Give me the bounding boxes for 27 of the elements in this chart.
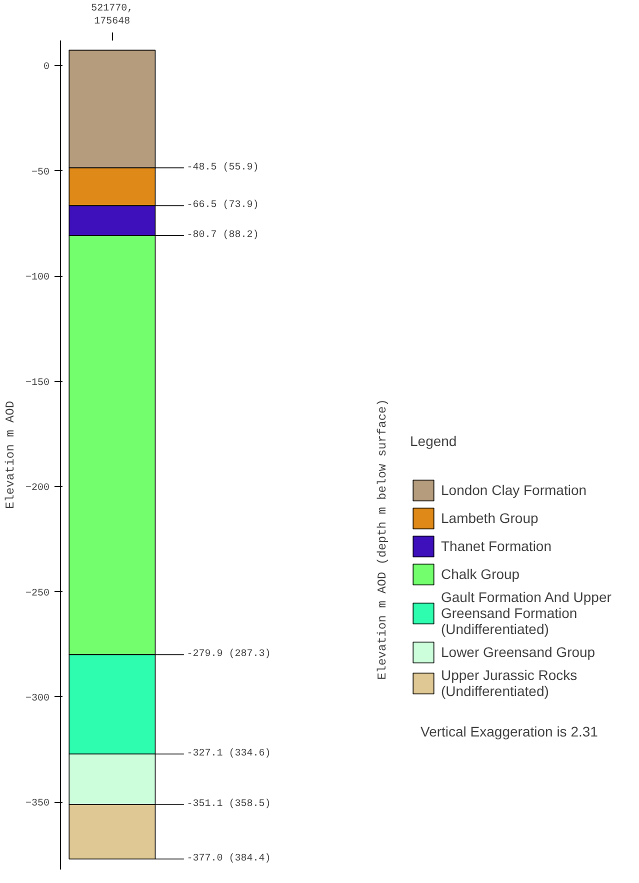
y-axis-title: Elevation m AOD: [3, 400, 18, 510]
y-tick-label: −100: [25, 272, 50, 284]
ref-line-label: -351.1 (358.5): [186, 798, 271, 810]
ref-line-label: -80.7 (88.2): [186, 229, 259, 242]
legend-label: London Clay Formation: [441, 482, 587, 498]
legend-label: Upper Jurassic Rocks (Undifferentiated): [441, 667, 578, 699]
y-tick-label: −150: [25, 378, 50, 389]
y-tick-label: −300: [25, 693, 50, 704]
legend-label: Gault Formation And Upper Greensand Formation (Undifferentiated): [441, 589, 612, 637]
y-tick-label: −250: [25, 588, 50, 600]
ref-line-label: -66.5 (73.9): [186, 199, 259, 212]
ref-line-label: -327.1 (334.6): [186, 747, 271, 760]
x-tick-label: 521770, 175648: [91, 3, 134, 28]
legend-label: Lambeth Group: [441, 510, 538, 526]
legend-label: Lower Greensand Group: [441, 644, 596, 660]
ref-line-label: -48.5 (55.9): [186, 161, 259, 174]
y-tick-label: −200: [25, 483, 50, 494]
y-tick-label: −350: [25, 798, 50, 810]
ref-line-label: -279.9 (287.3): [186, 648, 271, 660]
legend-title: Legend: [410, 433, 458, 449]
y-tick-label: −50: [31, 167, 50, 178]
legend-label: Thanet Formation: [441, 538, 552, 554]
y-tick-label: 0: [44, 62, 50, 74]
text: Vertical Exaggeration is 2.31: [420, 724, 598, 740]
text: Elevation m AOD (depth m below surface): [376, 399, 390, 680]
legend-label: Chalk Group: [441, 566, 520, 582]
ref-line-label: -377.0 (384.4): [186, 852, 271, 864]
